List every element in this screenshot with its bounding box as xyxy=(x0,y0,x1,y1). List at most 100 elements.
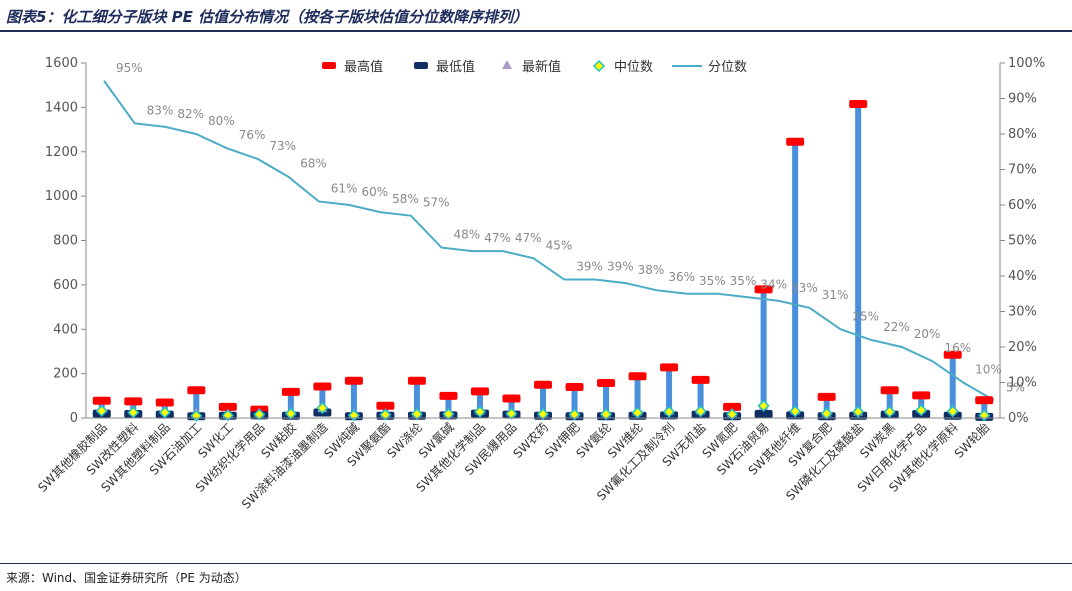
percentile-data-label: 60% xyxy=(361,185,388,199)
range-bar xyxy=(571,386,578,417)
range-bar xyxy=(540,384,546,416)
percentile-data-label: 39% xyxy=(576,260,603,274)
max-marker xyxy=(912,391,931,400)
max-marker xyxy=(187,386,206,395)
percentile-data-label: 20% xyxy=(914,327,941,341)
right-tick-label: 30% xyxy=(1008,305,1037,320)
percentile-data-label: 22% xyxy=(883,320,910,334)
range-bar xyxy=(792,141,799,416)
median-marker xyxy=(726,408,739,421)
median-marker xyxy=(568,408,581,421)
max-marker xyxy=(407,376,426,385)
range-bar xyxy=(476,391,483,414)
legend-max-icon xyxy=(322,62,336,69)
max-marker xyxy=(534,380,552,389)
range-bar xyxy=(666,367,673,416)
right-tick-label: 60% xyxy=(1008,198,1037,213)
range-bar xyxy=(603,382,610,417)
median-marker xyxy=(757,399,770,412)
left-tick-label: 1200 xyxy=(45,145,78,160)
median-marker xyxy=(473,405,487,418)
percentile-data-label: 31% xyxy=(822,288,849,302)
range-bar xyxy=(855,104,862,416)
percentile-data-label: 73% xyxy=(269,139,296,153)
right-tick-label: 10% xyxy=(1008,376,1037,391)
max-marker xyxy=(660,363,679,372)
range-bar xyxy=(445,395,452,416)
legend-label: 最低值 xyxy=(436,59,475,75)
left-tick-label: 1000 xyxy=(45,189,78,204)
percentile-data-label: 48% xyxy=(454,228,481,242)
percentile-data-label: 83% xyxy=(147,103,174,117)
right-tick-label: 20% xyxy=(1008,340,1037,355)
percentile-data-label: 34% xyxy=(760,277,787,291)
range-bar xyxy=(949,354,956,416)
median-marker xyxy=(663,405,676,418)
percentile-data-label: 38% xyxy=(638,263,665,277)
median-marker xyxy=(915,404,928,417)
max-marker xyxy=(786,137,805,146)
legend-min-icon xyxy=(414,62,428,69)
median-marker xyxy=(883,405,896,418)
source-note: 来源：Wind、国金证券研究所（PE 为动态） xyxy=(6,571,247,585)
range-bar xyxy=(508,398,515,415)
percentile-data-label: 5% xyxy=(1006,380,1025,394)
source-divider xyxy=(0,563,1072,564)
range-bar xyxy=(823,396,830,417)
range-bar xyxy=(350,380,357,417)
percentile-data-label: 45% xyxy=(546,238,573,252)
percentile-data-label: 36% xyxy=(668,270,695,284)
median-marker xyxy=(599,408,613,421)
median-marker xyxy=(284,407,297,420)
median-marker xyxy=(820,407,833,420)
median-marker xyxy=(442,407,455,421)
legend-label: 分位数 xyxy=(708,60,747,75)
right-tick-label: 90% xyxy=(1008,92,1037,107)
max-marker xyxy=(943,350,962,359)
percentile-line xyxy=(103,80,995,402)
median-marker xyxy=(253,408,266,421)
max-marker xyxy=(754,285,773,294)
max-marker xyxy=(849,100,868,109)
median-marker xyxy=(158,406,171,419)
right-tick-label: 100% xyxy=(1008,56,1045,71)
left-tick-label: 800 xyxy=(53,234,78,249)
median-marker xyxy=(789,405,802,418)
max-marker xyxy=(880,386,899,395)
right-tick-label: 70% xyxy=(1008,163,1037,178)
median-marker xyxy=(127,406,140,419)
legend-median-icon xyxy=(592,59,606,73)
max-marker xyxy=(691,375,710,384)
page-title: 图表5：化工细分子版块 PE 估值分布情况（按各子版块估值分位数降序排列） xyxy=(6,8,529,26)
median-marker xyxy=(379,408,392,421)
percentile-data-label: 95% xyxy=(116,61,143,75)
legend-label: 最高值 xyxy=(344,59,383,75)
left-tick-label: 0 xyxy=(70,411,78,426)
max-marker xyxy=(218,402,237,411)
max-marker xyxy=(565,382,584,391)
median-marker xyxy=(694,405,707,418)
range-bar xyxy=(760,289,767,415)
percentile-data-label: 68% xyxy=(300,157,327,171)
range-bar xyxy=(413,380,420,416)
range-bar xyxy=(193,390,200,417)
max-marker xyxy=(502,394,521,403)
percentile-data-label: 61% xyxy=(331,181,358,195)
left-tick-label: 1600 xyxy=(45,56,78,71)
range-bar xyxy=(319,386,326,413)
max-marker xyxy=(975,396,994,405)
percentile-data-label: 47% xyxy=(484,231,511,245)
max-marker xyxy=(124,397,143,406)
legend-label: 中位数 xyxy=(614,60,653,75)
percentile-data-label: 82% xyxy=(177,107,204,121)
percentile-data-label: 35% xyxy=(730,274,757,288)
range-bar xyxy=(287,391,294,416)
median-marker xyxy=(536,407,550,421)
legend-latest-icon xyxy=(502,60,512,69)
percentile-data-label: 16% xyxy=(944,341,971,355)
max-marker xyxy=(92,396,111,405)
percentile-data-label: 39% xyxy=(607,260,634,274)
max-marker xyxy=(313,382,332,391)
left-tick-label: 200 xyxy=(53,367,78,382)
left-tick-label: 400 xyxy=(53,322,78,337)
